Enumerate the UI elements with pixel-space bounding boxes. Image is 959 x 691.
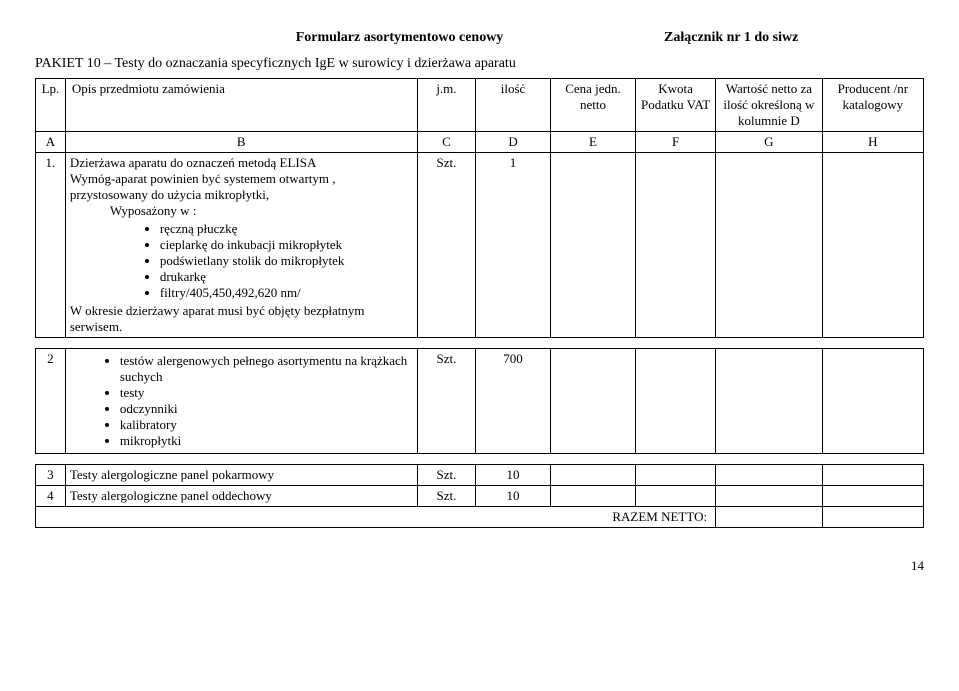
row4-opis: Testy alergologiczne panel oddechowy bbox=[65, 486, 417, 507]
row1-bullets: ręczną płuczkę cieplarkę do inkubacji mi… bbox=[70, 221, 413, 301]
row1-lp: 1. bbox=[36, 153, 66, 338]
row1-b1: ręczną płuczkę bbox=[160, 221, 413, 237]
row2-b1: testów alergenowych pełnego asortymentu … bbox=[120, 353, 413, 385]
row2-prod bbox=[822, 349, 923, 454]
package-heading: PAKIET 10 – Testy do oznaczania specyfic… bbox=[35, 56, 924, 72]
col-cena: Cena jedn. netto bbox=[550, 79, 635, 132]
row3-jm: Szt. bbox=[417, 465, 476, 486]
table-row: 3 Testy alergologiczne panel pokarmowy S… bbox=[36, 465, 924, 486]
row1-b2: cieplarkę do inkubacji mikropłytek bbox=[160, 237, 413, 253]
row2-wartosc bbox=[716, 349, 823, 454]
row1-jm: Szt. bbox=[417, 153, 476, 338]
row4-prod bbox=[822, 486, 923, 507]
row4-kwota bbox=[636, 486, 716, 507]
row3-kwota bbox=[636, 465, 716, 486]
spacer-row bbox=[36, 338, 924, 349]
row1-b3: podświetlany stolik do mikropłytek bbox=[160, 253, 413, 269]
row1-prod bbox=[822, 153, 923, 338]
row2-opis: testów alergenowych pełnego asortymentu … bbox=[65, 349, 417, 454]
row1-ilosc: 1 bbox=[476, 153, 551, 338]
row2-b2: testy bbox=[120, 385, 413, 401]
letter-c: C bbox=[417, 132, 476, 153]
col-jm: j.m. bbox=[417, 79, 476, 132]
row1-b4: drukarkę bbox=[160, 269, 413, 285]
row2-ilosc: 700 bbox=[476, 349, 551, 454]
header-row: Formularz asortymentowo cenowy Załącznik… bbox=[35, 30, 924, 46]
razem-value bbox=[716, 507, 823, 528]
letter-b: B bbox=[65, 132, 417, 153]
col-lp: Lp. bbox=[36, 79, 66, 132]
total-row: RAZEM NETTO: bbox=[36, 507, 924, 528]
row1-line3: Wyposażony w : bbox=[70, 203, 197, 219]
razem-prod bbox=[822, 507, 923, 528]
row2-b5: mikropłytki bbox=[120, 433, 413, 449]
col-wartosc: Wartość netto za ilość określoną w kolum… bbox=[716, 79, 823, 132]
col-ilosc: ilość bbox=[476, 79, 551, 132]
row1-kwota bbox=[636, 153, 716, 338]
row2-kwota bbox=[636, 349, 716, 454]
row4-lp: 4 bbox=[36, 486, 66, 507]
row4-ilosc: 10 bbox=[476, 486, 551, 507]
row1-b5: filtry/405,450,492,620 nm/ bbox=[160, 285, 413, 301]
letter-d: D bbox=[476, 132, 551, 153]
row2-cena bbox=[550, 349, 635, 454]
header-row: Lp. Opis przedmiotu zamówienia j.m. iloś… bbox=[36, 79, 924, 132]
row1-opis: Dzierżawa aparatu do oznaczeń metodą ELI… bbox=[65, 153, 417, 338]
row2-b3: odczynniki bbox=[120, 401, 413, 417]
main-table: Lp. Opis przedmiotu zamówienia j.m. iloś… bbox=[35, 78, 924, 528]
letter-a: A bbox=[36, 132, 66, 153]
letter-f: F bbox=[636, 132, 716, 153]
row1-wartosc bbox=[716, 153, 823, 338]
row4-cena bbox=[550, 486, 635, 507]
letter-g: G bbox=[716, 132, 823, 153]
letter-row: A B C D E F G H bbox=[36, 132, 924, 153]
row3-opis: Testy alergologiczne panel pokarmowy bbox=[65, 465, 417, 486]
row2-jm: Szt. bbox=[417, 349, 476, 454]
row1-cena bbox=[550, 153, 635, 338]
attachment-title: Załącznik nr 1 do siwz bbox=[664, 30, 924, 46]
col-opis: Opis przedmiotu zamówienia bbox=[65, 79, 417, 132]
table-row: 2 testów alergenowych pełnego asortyment… bbox=[36, 349, 924, 454]
row3-ilosc: 10 bbox=[476, 465, 551, 486]
row3-wartosc bbox=[716, 465, 823, 486]
letter-h: H bbox=[822, 132, 923, 153]
razem-label: RAZEM NETTO: bbox=[36, 507, 716, 528]
table-row: 4 Testy alergologiczne panel oddechowy S… bbox=[36, 486, 924, 507]
letter-e: E bbox=[550, 132, 635, 153]
row2-b4: kalibratory bbox=[120, 417, 413, 433]
table-row: 1. Dzierżawa aparatu do oznaczeń metodą … bbox=[36, 153, 924, 338]
row3-lp: 3 bbox=[36, 465, 66, 486]
row4-jm: Szt. bbox=[417, 486, 476, 507]
spacer-row bbox=[36, 454, 924, 465]
row3-prod bbox=[822, 465, 923, 486]
form-title: Formularz asortymentowo cenowy bbox=[35, 30, 664, 46]
row3-cena bbox=[550, 465, 635, 486]
row1-line2: Wymóg-aparat powinien być systemem otwar… bbox=[70, 171, 336, 202]
row1-intro: Dzierżawa aparatu do oznaczeń metodą ELI… bbox=[70, 155, 317, 170]
page-number: 14 bbox=[35, 558, 924, 574]
col-prod: Producent /nr katalogowy bbox=[822, 79, 923, 132]
row4-wartosc bbox=[716, 486, 823, 507]
col-kwota: Kwota Podatku VAT bbox=[636, 79, 716, 132]
row2-bullets: testów alergenowych pełnego asortymentu … bbox=[70, 353, 413, 449]
row1-outro: W okresie dzierżawy aparat musi być obję… bbox=[70, 303, 365, 334]
row2-lp: 2 bbox=[36, 349, 66, 454]
